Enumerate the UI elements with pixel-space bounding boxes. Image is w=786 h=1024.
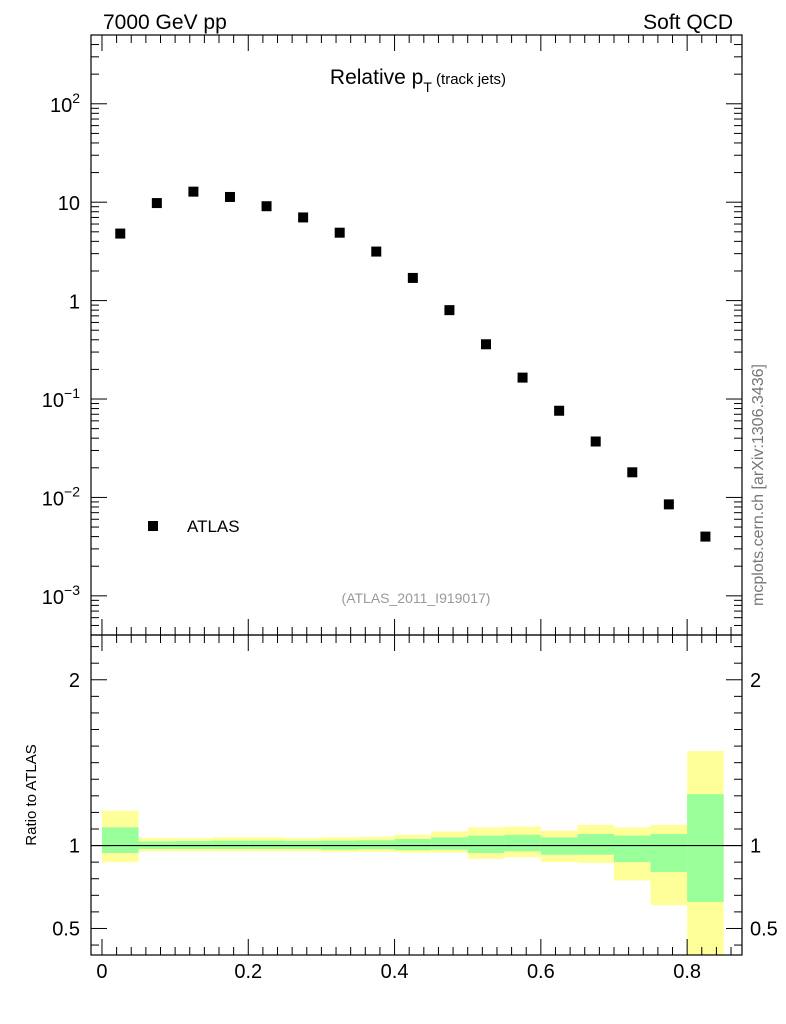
ratio-x-tick-label-3: 0.6: [527, 961, 555, 983]
process-label: Soft QCD: [643, 11, 733, 34]
main-y-tick-label-4: 10−2: [42, 483, 80, 510]
data-point-9: [444, 305, 455, 316]
energy-label: 7000 GeV pp: [103, 11, 227, 34]
main-panel-frame: [90, 34, 743, 636]
ratio-band-green-7: [357, 840, 395, 850]
main-y-tick-label-5: 10−3: [42, 582, 80, 609]
ratio-band-green-15: [650, 833, 688, 873]
data-point-14: [627, 467, 638, 478]
ratio-band-green-0: [101, 827, 139, 854]
ratio-band-green-10: [467, 835, 505, 854]
ratio-y-tick-label-right-2: 0.5: [750, 918, 778, 940]
legend-label: ATLAS: [187, 517, 240, 536]
plot-title-suffix: (track jets): [432, 71, 506, 88]
ratio-band-green-4: [248, 840, 285, 849]
ratio-y-tick-label-right-0: 2: [750, 670, 761, 692]
legend-marker: [148, 521, 158, 531]
analysis-label: (ATLAS_2011_I919017): [342, 590, 491, 606]
data-point-13: [590, 436, 601, 447]
ratio-band-green-16: [687, 794, 724, 902]
ratio-x-tick-label-1: 0.2: [234, 961, 262, 983]
data-point-10: [480, 339, 491, 350]
ratio-band-green-14: [613, 835, 651, 863]
main-y-tick-label-0: 102: [50, 90, 80, 117]
watermark: mcplots.cern.ch [arXiv:1306.3436]: [750, 364, 767, 606]
data-point-2: [188, 186, 199, 197]
ratio-band-green-13: [577, 833, 614, 855]
data-point-4: [261, 201, 272, 212]
data-point-6: [334, 227, 345, 238]
data-point-0: [115, 228, 126, 239]
main-y-tick-label-3: 10−1: [42, 385, 80, 412]
plot-title-main: Relative p: [330, 66, 423, 89]
data-point-11: [517, 372, 528, 383]
data-point-3: [224, 191, 235, 202]
data-point-15: [663, 499, 674, 510]
data-markers: [115, 186, 711, 542]
ratio-band-green-5: [284, 840, 322, 849]
ratio-band-green-3: [211, 840, 249, 849]
ratio-band-green-11: [504, 834, 541, 852]
plot-title-subscript: T: [423, 79, 432, 95]
ratio-band-green-8: [394, 838, 432, 851]
plot-title: Relative pT (track jets): [330, 66, 506, 95]
data-point-12: [554, 405, 565, 416]
data-point-5: [298, 212, 309, 223]
ratio-x-tick-label-4: 0.8: [673, 961, 701, 983]
data-point-7: [371, 246, 382, 257]
ratio-bands: [101, 751, 724, 955]
ratio-y-tick-label-left-2: 0.5: [52, 918, 80, 940]
main-y-tick-label-1: 10: [58, 193, 80, 215]
ratio-y-tick-label-left-0: 2: [69, 670, 80, 692]
ratio-band-green-9: [431, 837, 468, 850]
ratio-x-tick-label-2: 0.4: [381, 961, 409, 983]
data-point-1: [151, 198, 162, 209]
data-point-8: [407, 272, 418, 283]
main-y-tick-label-2: 1: [69, 292, 80, 314]
ratio-y-tick-label-left-1: 1: [69, 836, 80, 858]
ratio-x-tick-label-0: 0: [96, 961, 107, 983]
ratio-y-tick-label-right-1: 1: [750, 836, 761, 858]
axis-ticks: 102 10 1 10−1 10−2 10−3 0 0.2 0.4 0.6 0.8 2 2 1 1 0.5 0.…: [42, 34, 778, 983]
ratio-ylabel: Ratio to ATLAS: [23, 744, 40, 845]
data-point-16: [700, 531, 711, 542]
ratio-panel-frame: [90, 634, 743, 956]
